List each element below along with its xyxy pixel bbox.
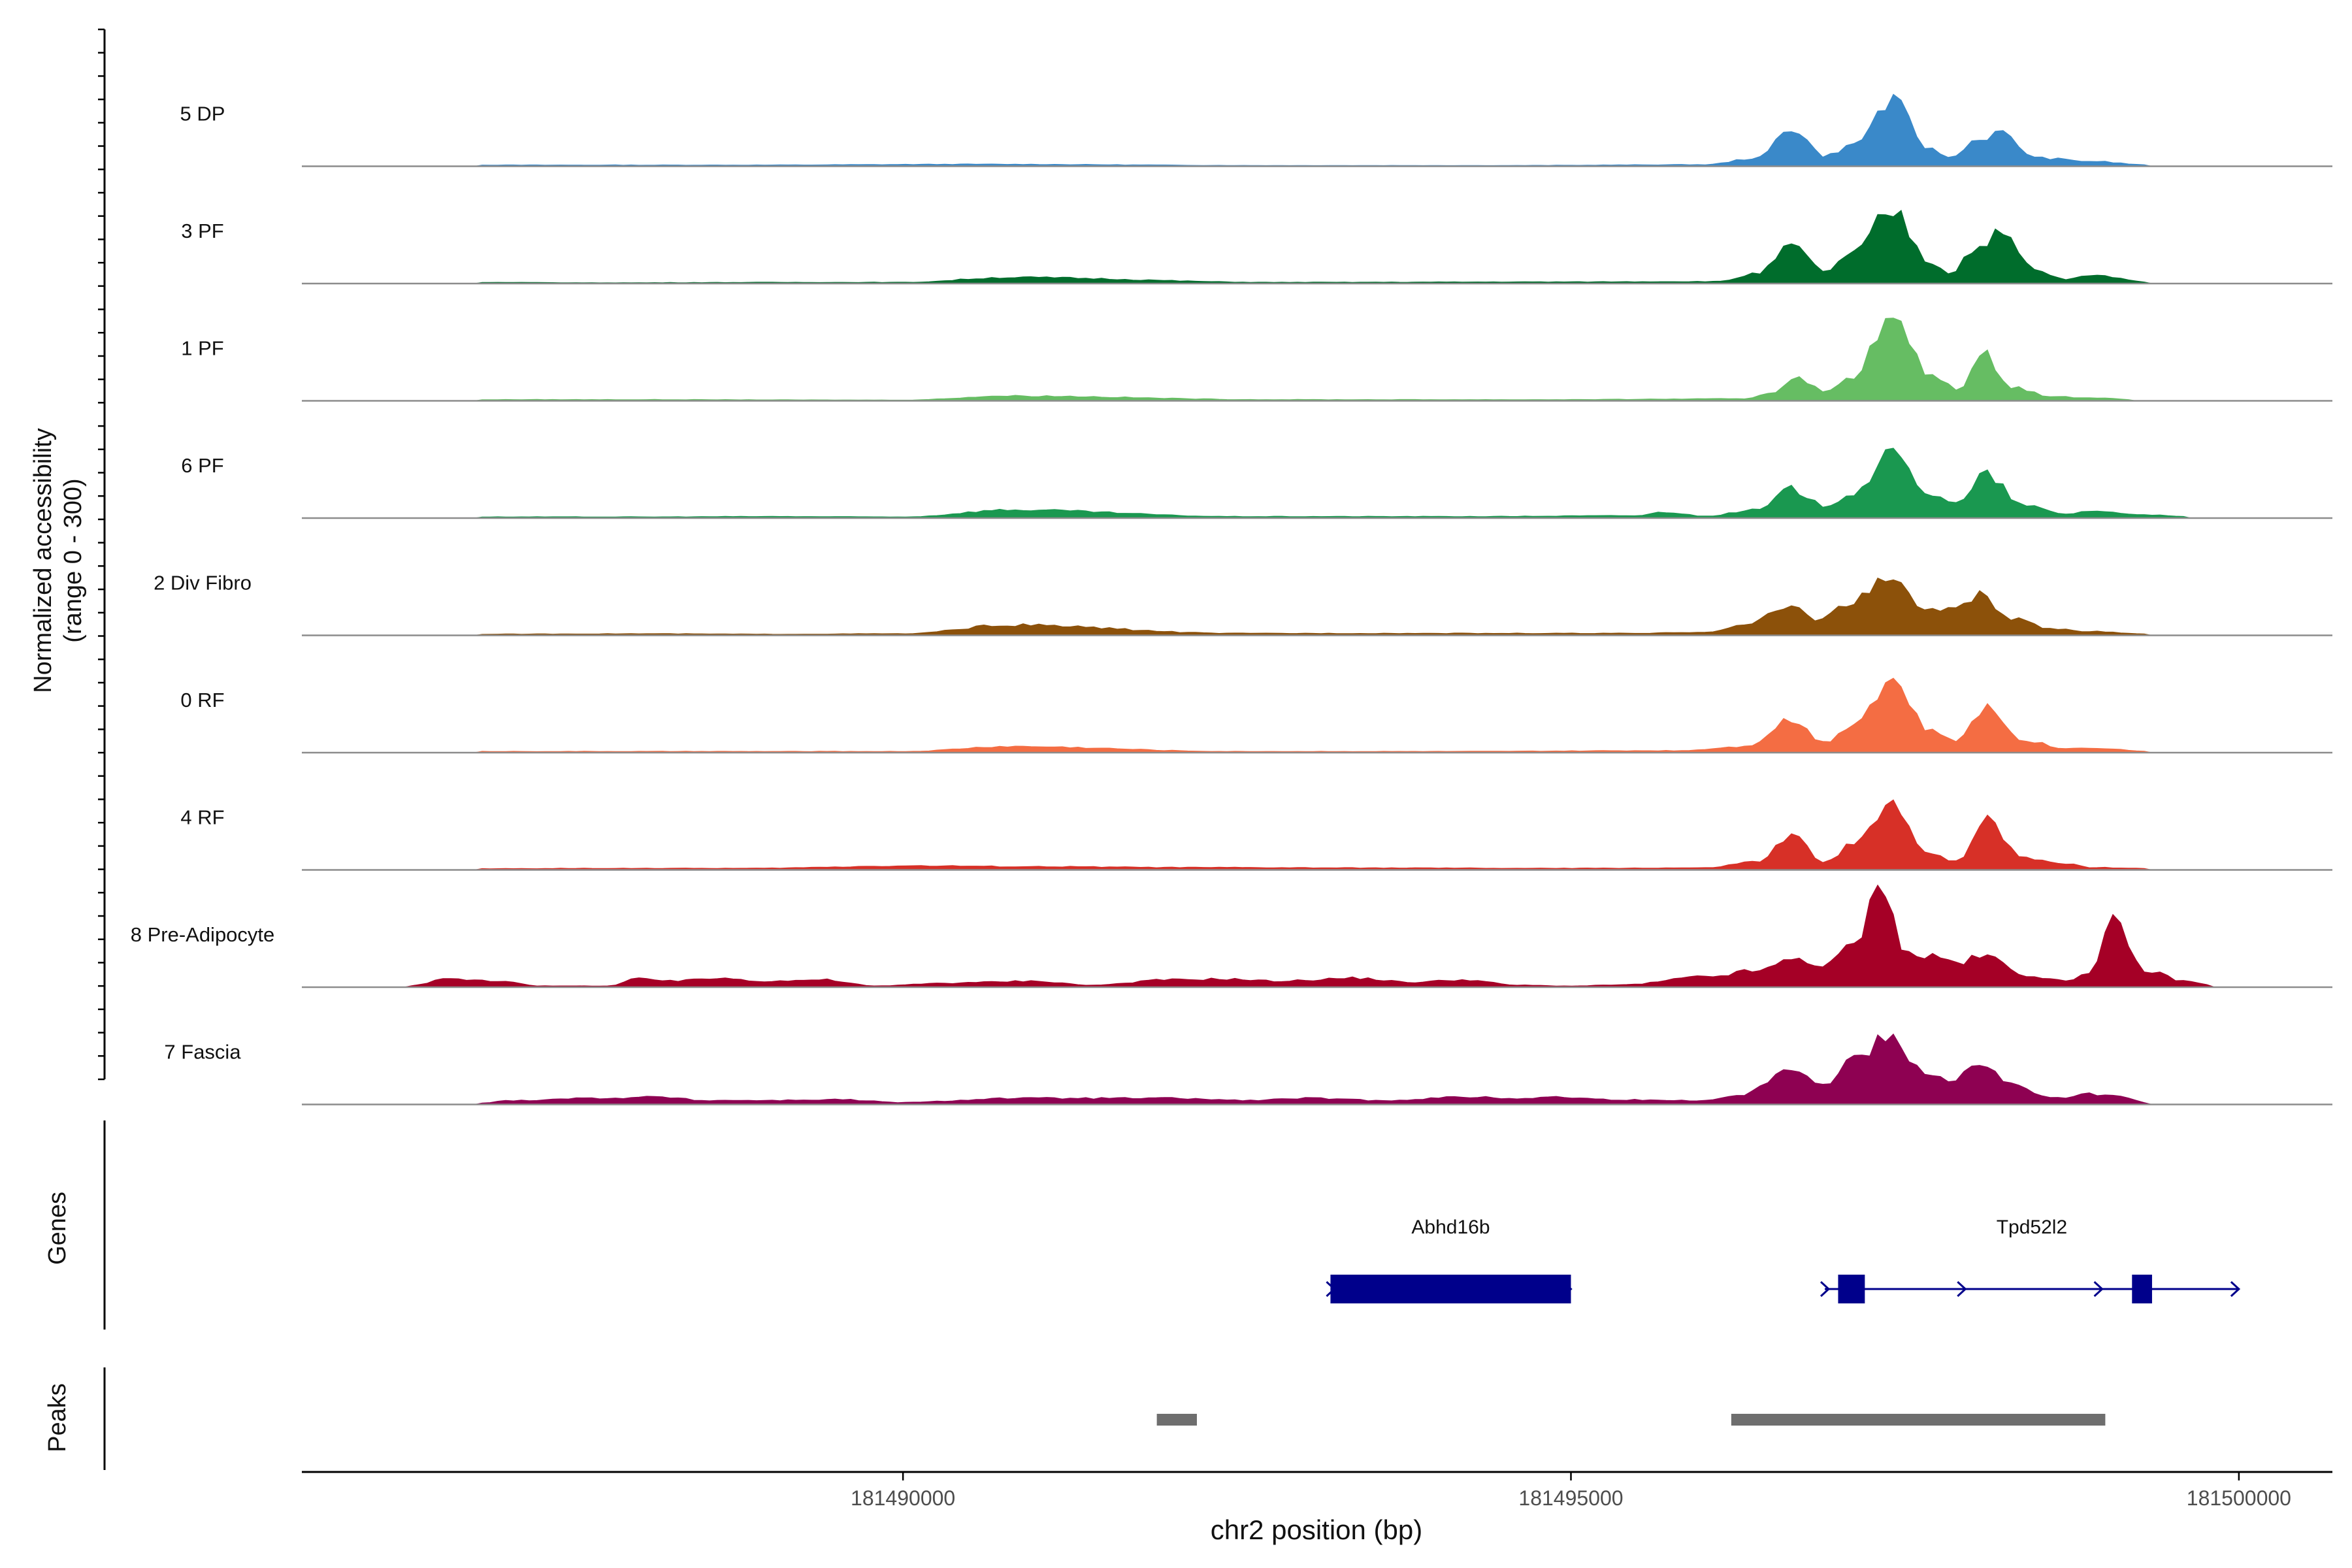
x-axis: 181490000 181495000 181500000 <box>302 1471 2332 1510</box>
track-2-div-fibro: 2 Div Fibro <box>154 572 2332 636</box>
peak-region <box>1731 1414 2106 1426</box>
gene-label: Tpd52l2 <box>1997 1217 2067 1238</box>
track-1-pf: 1 PF <box>181 318 2332 402</box>
strand-arrow <box>1820 1281 1831 1298</box>
coverage-area <box>302 210 2332 284</box>
coverage-area <box>302 884 2332 988</box>
peak-region <box>1156 1414 1197 1426</box>
gene-abhd16b: Abhd16b <box>1326 1217 1573 1303</box>
coverage-tracks: 5 DP 3 PF 1 PF 6 PF 2 Div Fibro 0 RF 4 RF 8 Pre… <box>131 93 2332 1105</box>
track-0-rf: 0 RF <box>180 678 2332 754</box>
coverage-area <box>302 578 2332 636</box>
track-4-rf: 4 RF <box>180 799 2332 871</box>
exon <box>1330 1275 1571 1303</box>
gene-tpd52l2: Tpd52l2 <box>1820 1217 2241 1303</box>
track-label: 8 Pre-Adipocyte <box>131 923 275 946</box>
genes-panel: Abhd16b Tpd52l2 <box>103 1120 2241 1330</box>
x-tick-label: 181490000 <box>851 1486 955 1510</box>
track-3-pf: 3 PF <box>181 210 2332 285</box>
coverage-area <box>302 678 2332 753</box>
track-7-fascia: 7 Fascia <box>164 1033 2332 1105</box>
exon <box>1838 1275 1865 1303</box>
exon <box>2132 1275 2152 1303</box>
track-5-dp: 5 DP <box>180 93 2332 167</box>
strand-arrow <box>1957 1281 1967 1298</box>
track-label: 7 Fascia <box>164 1041 241 1064</box>
coverage-area <box>302 1033 2332 1105</box>
strand-arrow <box>2230 1281 2241 1298</box>
track-label: 4 RF <box>180 806 224 829</box>
coverage-area <box>302 93 2332 167</box>
track-label: 1 PF <box>181 337 223 360</box>
strand-arrow <box>2093 1281 2104 1298</box>
peaks-panel <box>103 1367 2106 1470</box>
track-label: 2 Div Fibro <box>154 572 252 595</box>
track-label: 0 RF <box>180 689 224 711</box>
x-axis-title: chr2 position (bp) <box>1211 1514 1423 1545</box>
x-tick-label: 181500000 <box>2187 1486 2291 1510</box>
y-axis-title: Normalized accessibility <box>29 428 57 693</box>
coverage-y-axis <box>98 28 106 1081</box>
genes-panel-label: Genes <box>44 1192 71 1265</box>
x-tick-label: 181495000 <box>1518 1486 1623 1510</box>
coverage-area <box>302 448 2332 519</box>
coverage-area <box>302 799 2332 870</box>
track-label: 6 PF <box>181 454 223 477</box>
y-axis-range: (range 0 - 300) <box>59 478 87 642</box>
coverage-area <box>302 318 2332 401</box>
peaks-panel-label: Peaks <box>44 1383 71 1452</box>
gene-label: Abhd16b <box>1411 1217 1490 1238</box>
track-label: 5 DP <box>180 103 225 125</box>
track-label: 3 PF <box>181 220 223 242</box>
track-6-pf: 6 PF <box>181 448 2332 519</box>
track-8-pre-adipocyte: 8 Pre-Adipocyte <box>131 884 2332 988</box>
